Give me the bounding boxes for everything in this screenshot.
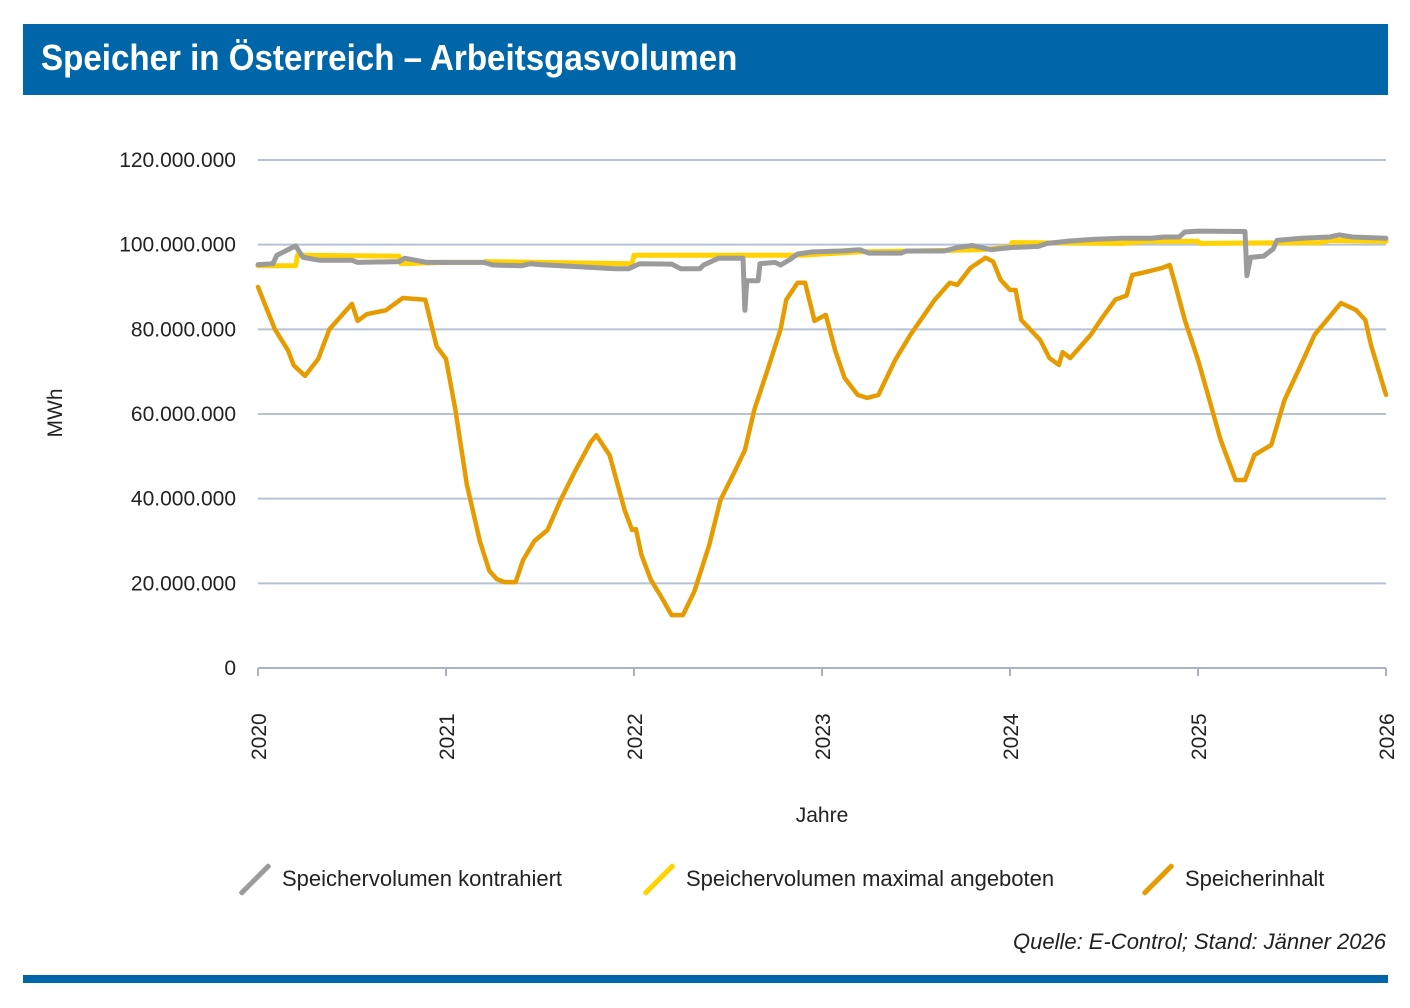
x-tick-label: 2026 <box>1376 713 1399 760</box>
legend-item-inhalt: Speicherinhalt <box>1139 862 1325 897</box>
series-line-inhalt <box>255 255 1389 618</box>
series-line-kontrahiert <box>255 228 1389 313</box>
y-tick-label: 100.000.000 <box>119 234 236 257</box>
legend-swatch-orange <box>1139 862 1175 897</box>
footer-bar <box>23 975 1388 983</box>
y-tick-label: 120.000.000 <box>119 149 236 172</box>
x-tick-label: 2023 <box>812 713 835 760</box>
legend-label: Speichervolumen kontrahiert <box>282 866 563 891</box>
x-tick-label: 2022 <box>624 713 647 760</box>
x-axis-title: Jahre <box>796 804 849 827</box>
legend-label: Speicherinhalt <box>1185 866 1325 891</box>
y-tick-label: 80.000.000 <box>131 318 236 341</box>
series-lines <box>255 228 1389 618</box>
y-tick-label: 40.000.000 <box>131 488 236 511</box>
title-banner: Speicher in Österreich – Arbeitsgasvolum… <box>23 24 1388 95</box>
x-tick-label: 2020 <box>248 713 271 760</box>
page-title: Speicher in Österreich – Arbeitsgasvolum… <box>41 37 738 78</box>
y-axis-title: MWh <box>44 389 67 438</box>
x-tick-label: 2024 <box>1000 713 1023 760</box>
source-note: Quelle: E-Control; Stand: Jänner 2026 <box>1012 929 1386 954</box>
y-tick-label: 0 <box>224 657 236 680</box>
legend-label: Speichervolumen maximal angeboten <box>686 866 1055 891</box>
legend-swatch-gray <box>236 862 272 897</box>
y-tick-label: 20.000.000 <box>131 572 236 595</box>
x-tick-label: 2025 <box>1188 713 1211 760</box>
y-tick-labels: 0 20.000.000 40.000.000 60.000.000 80.000.00… <box>119 149 236 680</box>
legend-item-maximal: Speichervolumen maximal angeboten <box>640 862 1055 897</box>
x-tick-labels: 2020 2021 2022 2023 2024 2025 2026 <box>248 713 1399 760</box>
y-tick-label: 60.000.000 <box>131 403 236 426</box>
legend-item-kontrahiert: Speichervolumen kontrahiert <box>236 862 563 897</box>
legend-swatch-yellow <box>640 862 676 897</box>
x-tick-label: 2021 <box>436 713 459 760</box>
